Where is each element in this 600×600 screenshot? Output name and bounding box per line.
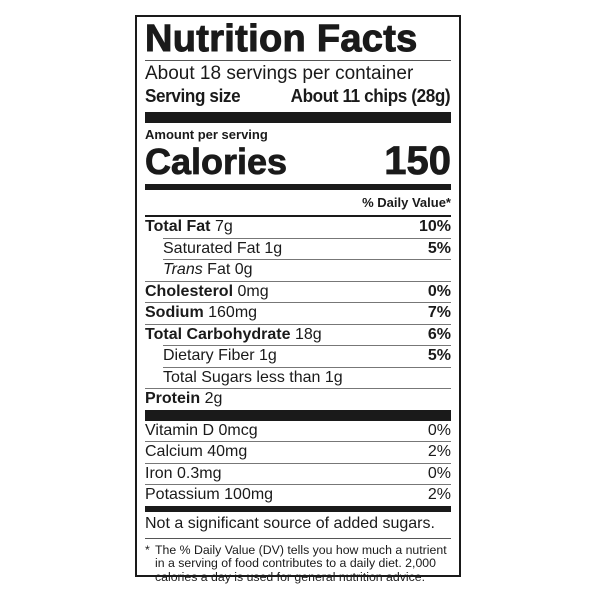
nutrient-amount: 160mg [208, 304, 258, 321]
nutrient-amount: 1g [264, 239, 283, 257]
vitamin-row-potassium: Potassium 100mg 2% [145, 484, 451, 506]
nutrient-amount: 7g [214, 218, 233, 235]
nutrient-name: Cholesterol [145, 282, 234, 300]
nutrient-name: Dietary Fiber [163, 347, 255, 364]
nutrient-dv: 10% [418, 218, 451, 235]
nutrient-dv: 5% [427, 239, 451, 257]
nutrient-name: Saturated Fat [163, 239, 260, 257]
nutrient-name: Total Fat [145, 218, 211, 235]
footnote-mark: * [145, 542, 150, 557]
vitamin-amount: 100mg [224, 486, 274, 503]
vitamin-dv: 0% [427, 421, 451, 439]
vitamin-dv: 2% [427, 443, 451, 460]
divider-thick [145, 112, 451, 123]
nutrient-amount: 2g [204, 390, 223, 407]
calories-value: 150 [384, 139, 452, 183]
label-title: Nutrition Facts [145, 18, 418, 61]
vitamin-amount: 0.3mg [177, 464, 222, 482]
nutrient-row-total-sugars: Total Sugars less than 1g [163, 366, 451, 389]
vitamin-amount: 0mcg [218, 421, 258, 439]
vitamin-name: Iron [145, 464, 173, 482]
nutrient-dv: 7% [427, 304, 451, 321]
added-sugars-note: Not a significant source of added sugars… [145, 514, 435, 532]
vitamin-dv: 0% [427, 464, 451, 482]
nutrient-row-sodium: Sodium 160mg 7% [145, 302, 451, 324]
serving-size-label: Serving size [145, 86, 241, 106]
vitamin-amount: 40mg [207, 443, 248, 460]
amount-per-serving: Amount per serving [145, 127, 268, 142]
nutrient-row-dietary-fiber: Dietary Fiber 1g 5% [163, 345, 451, 367]
vitamin-name: Calcium [145, 443, 203, 460]
nutrient-row-total-carbohydrate: Total Carbohydrate 18g 6% [145, 323, 451, 346]
nutrient-name: Sodium [145, 304, 204, 321]
nutrient-name: Total Carbohydrate [145, 325, 291, 343]
nutrient-dv: 0% [427, 282, 451, 300]
vitamin-row-vitamin-d: Vitamin D 0mcg 0% [145, 421, 451, 442]
serving-size: Serving size About 11 chips (28g) [145, 85, 451, 107]
servings-per-container: About 18 servings per container [145, 63, 414, 84]
footnote: * The % Daily Value (DV) tells you how m… [145, 539, 451, 585]
calories-label: Calories [145, 141, 288, 182]
nutrient-amount: 0mg [237, 282, 269, 300]
nutrient-amount: 0g [234, 261, 253, 278]
serving-size-value: About 11 chips (28g) [290, 86, 451, 106]
nutrient-row-protein: Protein 2g [145, 388, 451, 410]
nutrient-dv: 5% [427, 347, 451, 364]
nutrition-facts-label: Nutrition Facts About 18 servings per co… [135, 15, 461, 583]
calories-row: Calories 150 [145, 139, 452, 183]
vitamin-name: Vitamin D [145, 421, 215, 439]
vitamin-name: Potassium [145, 486, 220, 503]
divider-medium [145, 505, 451, 512]
nutrient-amount: 1g [259, 347, 277, 364]
divider [145, 537, 451, 539]
nutrient-row-total-fat: Total Fat 7g 10% [145, 215, 451, 238]
nutrient-row-saturated-fat: Saturated Fat 1g 5% [163, 237, 451, 260]
vitamin-row-iron: Iron 0.3mg 0% [145, 462, 451, 485]
nutrient-dv: 6% [427, 325, 451, 343]
nutrient-name-suffix: Fat [207, 261, 231, 278]
daily-value-header: % Daily Value* [362, 195, 451, 210]
nutrient-row-trans-fat: Trans Fat 0g [163, 259, 451, 281]
nutrient-name: Protein [145, 390, 201, 407]
nutrient-amount: 18g [294, 325, 322, 343]
nutrient-amount: 1g [324, 368, 343, 386]
nutrient-name: Total Sugars less than [163, 368, 321, 386]
vitamin-row-calcium: Calcium 40mg 2% [145, 441, 451, 463]
divider [145, 60, 451, 61]
nutrient-row-cholesterol: Cholesterol 0mg 0% [145, 280, 451, 303]
divider-thick [145, 409, 451, 421]
vitamin-dv: 2% [427, 486, 451, 503]
nutrient-name: Trans [163, 261, 203, 278]
divider-medium [145, 184, 451, 190]
footnote-text: The % Daily Value (DV) tells you how muc… [155, 542, 447, 584]
